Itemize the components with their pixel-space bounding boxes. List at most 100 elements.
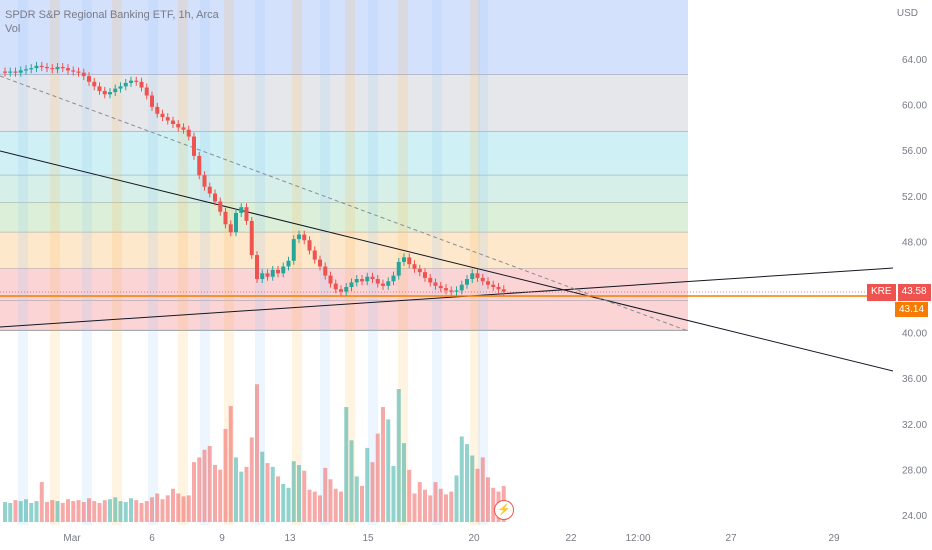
session-band xyxy=(432,0,442,525)
lightning-icon[interactable]: ⚡ xyxy=(494,500,514,520)
session-band xyxy=(200,0,210,525)
trend-lines xyxy=(0,75,894,372)
volume-bar xyxy=(438,488,443,522)
volume-bar xyxy=(71,501,76,522)
fib-zone xyxy=(0,300,688,331)
volume-bar xyxy=(260,451,265,522)
price-tick-label: 32.00 xyxy=(902,420,927,431)
session-band xyxy=(112,0,122,525)
candle-body xyxy=(118,86,123,89)
volume-bar xyxy=(360,485,364,522)
candle-body xyxy=(286,260,291,267)
candle-body xyxy=(318,259,322,267)
fib-zone xyxy=(0,131,688,176)
volume-bar xyxy=(160,499,165,522)
candle-body xyxy=(60,66,65,69)
time-tick-label: 13 xyxy=(284,533,296,544)
candle-body xyxy=(197,155,202,176)
volume-bar xyxy=(87,498,91,522)
candle-body xyxy=(491,284,496,287)
candle-body xyxy=(213,193,217,202)
volume-bars xyxy=(3,384,506,522)
volume-bar xyxy=(239,471,244,522)
time-tick-label: 22 xyxy=(565,533,577,544)
volume-bar xyxy=(454,475,459,522)
candle-body xyxy=(150,95,154,107)
candle-body xyxy=(396,261,401,276)
volume-label[interactable]: Vol xyxy=(5,23,21,35)
candle-body xyxy=(29,68,34,70)
candle-body xyxy=(270,269,275,277)
candle-body xyxy=(234,212,238,233)
candle-body xyxy=(192,136,196,156)
volume-bar xyxy=(118,501,123,522)
volume-bar xyxy=(134,500,139,522)
volume-bar xyxy=(381,407,385,522)
volume-bar xyxy=(213,465,217,522)
session-band xyxy=(398,0,408,525)
session-band xyxy=(18,0,28,525)
volume-bar xyxy=(486,477,490,522)
candle-body xyxy=(465,279,469,285)
volume-bar xyxy=(339,491,343,522)
volume-bar xyxy=(81,502,86,522)
candle-body xyxy=(433,282,438,286)
symbol-title[interactable]: SPDR S&P Regional Banking ETF, 1h, Arca xyxy=(5,9,219,21)
volume-bar xyxy=(391,465,396,522)
time-tick-label: Mar xyxy=(63,533,81,544)
candle-body xyxy=(102,90,107,95)
volume-bar xyxy=(333,488,338,522)
volume-bar xyxy=(286,487,291,522)
candle-body xyxy=(302,234,307,241)
volume-bar xyxy=(297,465,301,522)
volume-bar xyxy=(407,469,412,522)
candlesticks xyxy=(3,61,506,296)
time-tick-label: 6 xyxy=(149,533,155,544)
candle-body xyxy=(407,257,412,265)
volume-bar xyxy=(139,503,144,522)
volume-bar xyxy=(318,495,322,522)
candle-body xyxy=(412,264,417,269)
candle-body xyxy=(92,81,97,87)
volume-bar xyxy=(18,501,23,522)
candle-body xyxy=(165,117,170,121)
volume-bar xyxy=(244,466,249,522)
volume-bar xyxy=(202,449,207,522)
candle-body xyxy=(45,66,49,69)
session-band xyxy=(148,0,158,525)
fib-retracement-zones xyxy=(0,0,688,331)
volume-bar xyxy=(92,501,97,522)
volume-bar xyxy=(192,462,196,522)
price-tick-label: 64.00 xyxy=(902,55,927,66)
candle-body xyxy=(97,86,102,91)
volume-bar xyxy=(234,457,238,522)
candle-body xyxy=(265,273,270,277)
price-tick-label: 24.00 xyxy=(902,511,927,522)
volume-bar xyxy=(207,446,212,522)
currency-label: USD xyxy=(896,8,918,19)
fib-zone xyxy=(0,202,688,233)
session-band xyxy=(82,0,92,525)
candle-body xyxy=(496,287,501,290)
volume-bar xyxy=(150,497,154,522)
price-tick-label: 56.00 xyxy=(902,146,927,157)
candle-body xyxy=(223,211,228,225)
candle-body xyxy=(339,289,343,292)
candle-body xyxy=(276,269,280,274)
volume-bar xyxy=(428,495,433,522)
session-band xyxy=(292,0,302,525)
volume-bar xyxy=(365,447,370,522)
volume-bar xyxy=(218,469,223,522)
candle-body xyxy=(454,290,459,292)
candle-body xyxy=(123,82,128,87)
candle-body xyxy=(444,288,448,291)
volume-bar xyxy=(465,444,469,522)
time-tick-label: 12:00 xyxy=(625,533,650,544)
session-band xyxy=(178,0,188,525)
candle-body xyxy=(291,239,296,261)
candle-body xyxy=(76,71,81,73)
prev-price-badge: 43.14 xyxy=(895,302,929,317)
candle-body xyxy=(360,279,364,282)
candle-body xyxy=(108,92,112,95)
